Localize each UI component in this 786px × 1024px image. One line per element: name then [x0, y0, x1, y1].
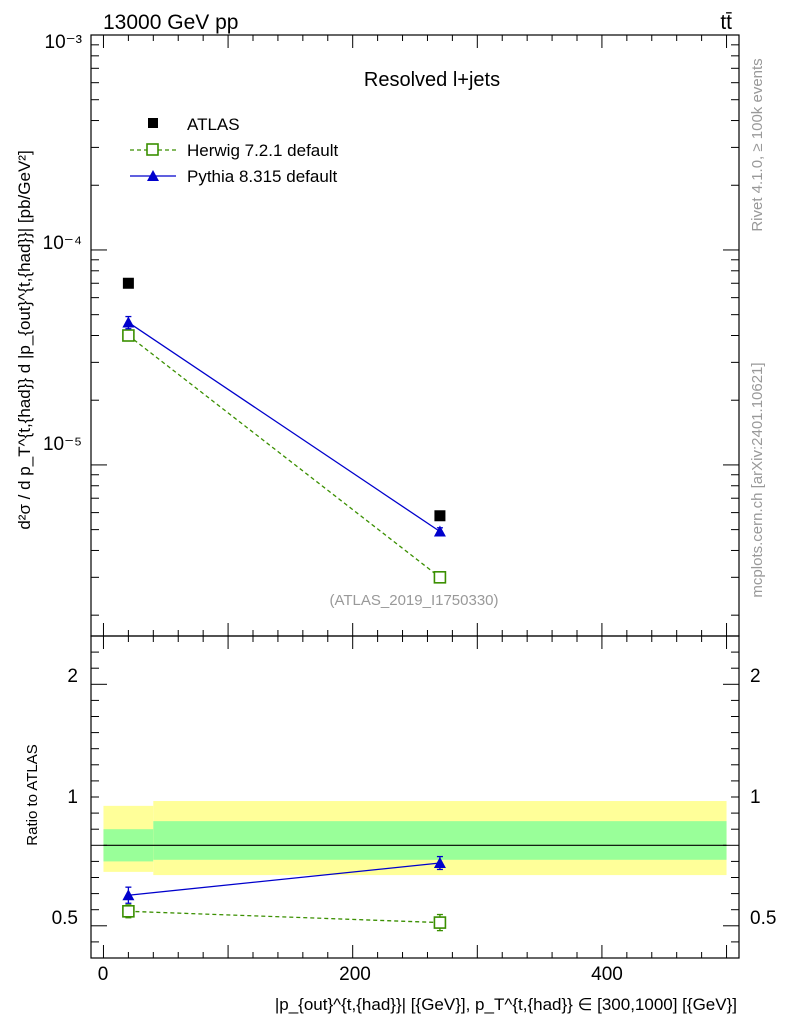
ratio-herwig-point — [433, 916, 447, 929]
legend-marker-atlas — [148, 118, 158, 128]
ratio-y-tick-label-2: 2 — [67, 666, 78, 687]
legend-marker-herwig — [146, 143, 159, 156]
main-y-ticks — [91, 34, 739, 616]
mcplots-citation-label: mcplots.cern.ch [arXiv:2401.10621] — [749, 362, 766, 597]
x-tick-label-400: 400 — [591, 964, 623, 985]
x-tick-label-0: 0 — [98, 964, 109, 985]
herwig-line — [127, 334, 441, 578]
pythia-point — [122, 316, 135, 328]
x-axis-label: |p_{out}^{t,{had}}| [{GeV}], p_T^{t,{had… — [275, 995, 737, 1014]
legend-label-atlas: ATLAS — [187, 115, 240, 134]
ratio-y-tick-label-right-2: 2 — [750, 666, 761, 687]
main-series-layer — [122, 277, 447, 584]
main-y-axis-label: d²σ / d p_T^{t,{had}} d |p_{out}^{t,{had… — [15, 150, 34, 529]
ratio-herwig-point — [122, 905, 135, 918]
legend-label-pythia: Pythia 8.315 default — [187, 167, 338, 186]
main-panel: 10⁻³ 10⁻⁴ 10⁻⁵ d²σ / d p_T^{t,{had}} d |… — [15, 32, 740, 637]
ratio-y-tick-label-1: 1 — [67, 787, 78, 808]
ratio-y-axis-label: Ratio to ATLAS — [24, 744, 41, 845]
ratio-series-layer — [122, 855, 447, 932]
pythia-line — [128, 321, 441, 533]
energy-label: 13000 GeV pp — [103, 11, 238, 34]
process-label: tt̄ — [720, 11, 732, 34]
ratio-y-tick-label-0-5: 0.5 — [52, 908, 78, 929]
atlas-point — [434, 510, 446, 522]
ratio-herwig-line — [128, 910, 440, 924]
main-y-tick-label-1e-4: 10⁻⁴ — [43, 233, 82, 254]
herwig-point — [433, 571, 447, 584]
ratio-panel: 2 1 0.5 2 1 0.5 Ratio to ATLAS 0 200 400… — [24, 635, 776, 1014]
ratio-uncertainty-bands — [103, 801, 727, 876]
legend-label-herwig: Herwig 7.2.1 default — [187, 141, 338, 160]
panel-title: Resolved l+jets — [364, 69, 500, 91]
pythia-point — [433, 525, 446, 537]
ratio-pythia-point — [122, 889, 135, 901]
ratio-pythia-point — [433, 857, 446, 869]
ratio-y-ticks — [91, 651, 739, 943]
analysis-watermark: (ATLAS_2019_I1750330) — [329, 592, 498, 609]
legend-marker-pythia — [147, 170, 159, 181]
ratio-y-tick-label-right-1: 1 — [750, 787, 761, 808]
main-y-tick-label-1e-3: 10⁻³ — [45, 32, 83, 53]
legend: ATLAS Herwig 7.2.1 default Pythia 8.315 … — [130, 115, 338, 186]
rivet-version-label: Rivet 4.1.0, ≥ 100k events — [749, 58, 766, 231]
main-x-ticks — [102, 35, 728, 636]
ratio-band-inner — [153, 821, 727, 860]
herwig-point — [122, 329, 135, 342]
ratio-x-ticks — [102, 636, 728, 958]
main-y-tick-label-1e-5: 10⁻⁵ — [43, 434, 82, 455]
ratio-y-tick-label-right-0-5: 0.5 — [750, 908, 776, 929]
ratio-plot-frame — [90, 635, 740, 959]
ratio-pythia-line — [128, 862, 440, 896]
x-tick-label-200: 200 — [339, 964, 371, 985]
atlas-point — [122, 277, 134, 289]
